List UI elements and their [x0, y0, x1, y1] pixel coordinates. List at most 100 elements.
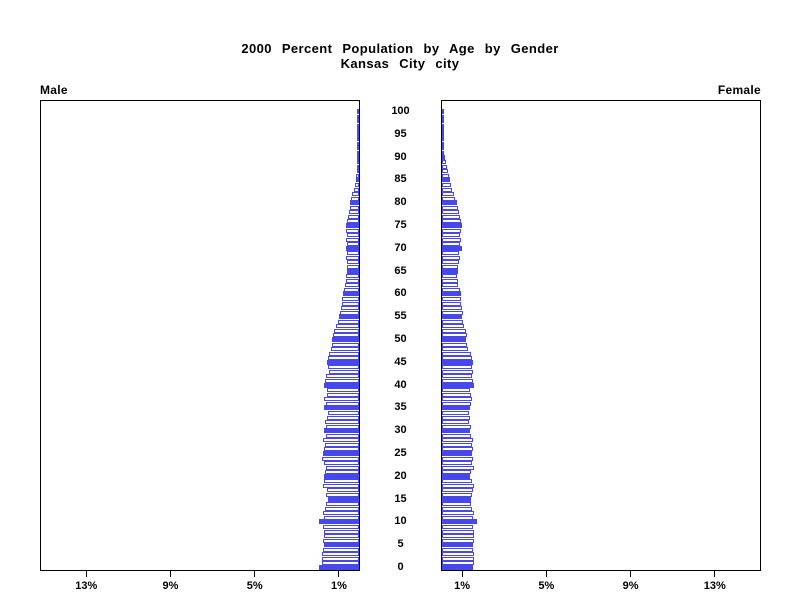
female-bar-age-58	[442, 301, 461, 306]
female-bar-age-90	[442, 154, 445, 160]
male-bar-age-6	[322, 538, 359, 543]
age-tick-label-45: 45	[394, 355, 407, 368]
female-bar-age-55	[442, 314, 463, 320]
age-tick-label-0: 0	[397, 561, 404, 573]
female-bar-age-19	[442, 479, 472, 484]
female-bar-age-3	[442, 552, 474, 557]
age-tick-label-15: 15	[394, 492, 407, 505]
male-bar-age-18	[322, 483, 359, 488]
female-bar-age-22	[442, 465, 475, 470]
female-bar-age-21	[442, 470, 472, 475]
female-bar-age-14	[442, 502, 472, 507]
female-bar-age-72	[442, 237, 462, 242]
male-bar-age-96	[357, 128, 359, 133]
female-pct-tick-label-9: 9%	[622, 580, 639, 592]
female-bar-age-76	[442, 219, 461, 224]
female-bar-age-77	[442, 214, 460, 219]
female-bar-age-16	[442, 493, 472, 498]
male-bar-age-71	[346, 242, 359, 247]
female-bar-age-89	[442, 160, 446, 165]
age-tick-label-40: 40	[394, 378, 407, 391]
female-bar-age-4	[442, 547, 473, 552]
male-bar-age-9	[322, 524, 359, 529]
age-tick-label-95: 95	[394, 127, 407, 140]
male-bar-age-99	[357, 114, 359, 119]
male-bar-age-27	[324, 442, 359, 447]
female-bar-age-88	[442, 164, 447, 169]
male-bar-age-48	[330, 347, 359, 352]
female-bar-age-78	[442, 210, 459, 215]
male-bar-age-79	[349, 205, 359, 210]
male-bar-age-4	[323, 547, 359, 552]
female-bar-age-56	[442, 310, 463, 315]
female-bar-age-74	[442, 228, 462, 233]
female-bar-age-11	[442, 515, 473, 520]
male-bar-age-49	[331, 342, 359, 347]
male-pct-tick-label-9: 9%	[162, 580, 179, 592]
age-tick-label-90: 90	[394, 150, 407, 163]
female-pct-tick-13	[714, 571, 716, 577]
age-tick-label-65: 65	[394, 264, 407, 277]
male-bar-age-15	[327, 496, 359, 502]
female-bar-age-39	[442, 388, 470, 393]
age-tick-label-25: 25	[394, 447, 407, 459]
female-bar-age-71	[442, 242, 461, 247]
female-bar-age-30	[442, 428, 470, 434]
female-pct-tick-9	[630, 571, 632, 577]
age-tick-label-60: 60	[394, 287, 407, 300]
female-bar-age-100	[442, 109, 444, 114]
female-bar-age-20	[442, 473, 470, 479]
male-bar-age-74	[345, 228, 359, 233]
male-bar-age-58	[341, 301, 359, 306]
male-bar-age-62	[344, 283, 359, 288]
female-bar-age-38	[442, 392, 472, 397]
male-bar-age-64	[345, 274, 359, 279]
female-bar-age-18	[442, 483, 474, 488]
male-pct-tick-1	[338, 571, 340, 577]
female-bar-age-84	[442, 182, 452, 187]
male-bar-age-32	[324, 420, 359, 425]
female-bar-age-15	[442, 496, 472, 502]
female-bar-age-26	[442, 447, 473, 452]
female-bar-age-82	[442, 192, 454, 197]
male-bar-age-16	[325, 493, 359, 498]
male-bar-age-63	[345, 278, 359, 283]
chart-title: 2000 Percent Population by Age by Gender	[241, 41, 559, 56]
female-bar-age-2	[442, 556, 475, 561]
female-bar-age-27	[442, 442, 472, 447]
female-bar-age-49	[442, 342, 468, 347]
female-bar-age-8	[442, 529, 474, 534]
male-bar-age-85	[355, 177, 359, 183]
female-bar-age-57	[442, 306, 462, 311]
female-bar-age-60	[442, 291, 462, 297]
male-bar-age-82	[352, 192, 359, 197]
female-bar-age-32	[442, 420, 470, 425]
age-tick-label-20: 20	[394, 469, 407, 482]
female-bar-age-66	[442, 265, 459, 270]
female-bar-age-91	[442, 151, 445, 156]
female-bar-age-59	[442, 296, 461, 301]
male-bar-age-98	[357, 119, 359, 124]
male-bar-age-7	[323, 534, 359, 539]
male-bar-age-40	[323, 382, 359, 388]
male-bar-age-2	[322, 556, 359, 561]
male-bar-age-17	[326, 488, 359, 493]
male-bar-age-76	[347, 219, 359, 224]
female-bar-age-5	[442, 542, 473, 548]
female-bar-age-64	[442, 274, 458, 279]
male-bar-age-28	[322, 438, 359, 443]
male-bar-age-77	[348, 214, 359, 219]
female-bar-age-95	[442, 131, 444, 137]
chart-title-block: 2000 Percent Population by Age by Gender…	[0, 41, 800, 71]
female-bar-age-6	[442, 538, 474, 543]
male-bar-age-38	[326, 392, 359, 397]
male-bar-age-52	[333, 328, 359, 333]
male-bar-age-13	[324, 506, 359, 511]
female-bar-age-7	[442, 534, 475, 539]
female-bar-age-93	[442, 141, 444, 146]
female-pct-tick-label-1: 1%	[454, 580, 470, 592]
female-bar-age-43	[442, 369, 473, 374]
female-bar-age-48	[442, 347, 469, 352]
female-bar-age-50	[442, 337, 467, 342]
